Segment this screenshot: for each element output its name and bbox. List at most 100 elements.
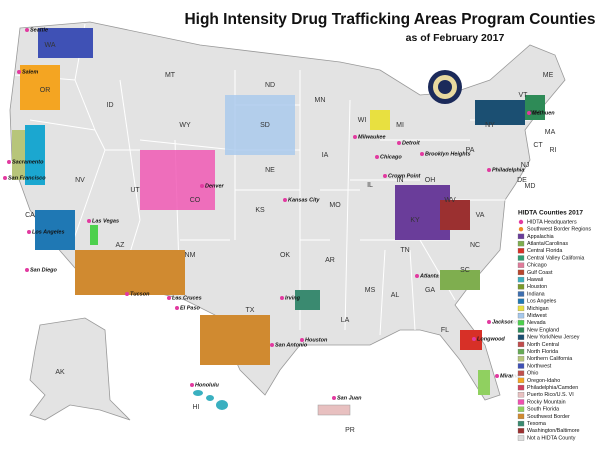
city-marker: [415, 274, 419, 278]
legend-box: [513, 205, 598, 445]
legend-label: Puerto Rico/U.S. VI: [527, 392, 574, 398]
alaska: [29, 317, 131, 421]
state-label: IA: [322, 152, 329, 159]
legend-swatch: [517, 320, 525, 326]
state-label: PA: [466, 147, 475, 154]
state-label: AZ: [116, 242, 126, 249]
legend-label: Washington/Baltimore: [527, 428, 580, 434]
city-label: Tucson: [130, 291, 150, 297]
state-label: IN: [397, 177, 404, 184]
legend-label: North Central: [527, 342, 559, 348]
state-label: MN: [315, 97, 326, 104]
state-label: TX: [246, 307, 255, 314]
state-label: WV: [444, 197, 456, 204]
city-label: Miramar: [500, 373, 522, 379]
legend-label: Hawaii: [527, 277, 543, 283]
city-marker: [420, 152, 424, 156]
state-label: ID: [107, 102, 114, 109]
legend-label: Northern California: [527, 356, 572, 362]
legend-swatch: [517, 370, 525, 376]
legend-label: Texoma: [527, 421, 546, 427]
legend-swatch: [517, 305, 525, 312]
legend-title: HIDTA Counties 2017: [518, 210, 583, 217]
city-marker: [353, 135, 357, 139]
state-label: MD: [525, 183, 536, 190]
legend-swatch: [517, 363, 525, 369]
base-map: [9, 21, 566, 421]
legend-swatch: [517, 255, 525, 261]
legend-label: Philadelphia/Camden: [527, 385, 578, 391]
legend-swatch: [517, 276, 525, 283]
city-marker: [175, 306, 179, 310]
city-marker: [397, 141, 401, 145]
legend-label: Oregon-Idaho: [527, 378, 560, 384]
state-label: SC: [460, 267, 470, 274]
legend-label: Northwest: [527, 363, 552, 369]
state-label: KS: [255, 207, 265, 214]
legend-label: North Florida: [527, 349, 558, 355]
legend-swatch: [517, 435, 525, 441]
city-marker: [190, 383, 194, 387]
legend-label: Central Valley California: [527, 255, 584, 261]
state-label: OK: [280, 252, 290, 259]
city-marker: [487, 320, 491, 324]
legend-swatch: [517, 377, 525, 384]
state-label: FL: [441, 327, 449, 334]
city-label: Irving: [285, 295, 301, 301]
state-label: WI: [358, 117, 367, 124]
legend-label: Indiana: [527, 291, 545, 297]
legend-label: Chicago: [527, 263, 547, 269]
city-marker: [7, 160, 11, 164]
city-marker: [200, 184, 204, 188]
legend-label: New York/New Jersey: [527, 335, 580, 341]
state-label: TN: [400, 247, 409, 254]
state-label: LA: [341, 317, 350, 324]
legend-swatch: [517, 298, 525, 304]
city-marker: [280, 296, 284, 300]
legend-label: Not a HIDTA County: [527, 435, 576, 441]
city-marker: [383, 174, 387, 178]
city-label: San Diego: [30, 267, 58, 273]
state-label: OR: [40, 87, 51, 94]
state-label: CA: [25, 212, 35, 219]
legend-label: New England: [527, 327, 559, 333]
city-label: Honolulu: [195, 382, 219, 388]
state-label: ND: [265, 82, 275, 89]
state-label: VT: [519, 92, 529, 99]
city-label: San Juan: [337, 395, 362, 401]
legend-label: Central Florida: [527, 248, 562, 254]
city-marker: [27, 230, 31, 234]
city-label: Longwood: [477, 336, 505, 342]
legend-swatch: [517, 233, 525, 240]
city-marker: [495, 374, 499, 378]
state-label: ME: [543, 72, 554, 79]
legend-label: Appalachia: [527, 234, 554, 240]
legend-label: Nevada: [527, 320, 546, 326]
legend: HIDTA Counties 2017 HIDTA Headquarters So…: [513, 205, 598, 445]
legend-swatch: [517, 269, 525, 276]
state-label: OH: [425, 177, 436, 184]
puerto-rico: [317, 404, 351, 416]
legend-swatch: [517, 284, 525, 290]
city-label: El Paso: [180, 305, 201, 311]
legend-swatch: [517, 406, 525, 412]
state-label: GA: [425, 287, 435, 294]
city-marker: [167, 296, 171, 300]
state-label: MT: [165, 72, 176, 79]
city-label: Brooklyn Heights: [425, 151, 471, 157]
city-label: Crown Point: [388, 173, 422, 179]
state-label: MA: [545, 129, 556, 136]
legend-marker: [518, 227, 524, 232]
legend-swatch: [517, 420, 525, 427]
state-label: NJ: [521, 162, 530, 169]
city-label: Kansas City: [288, 197, 320, 203]
legend-swatch: [517, 399, 525, 405]
state-label: NH: [530, 110, 540, 117]
state-label: MO: [329, 202, 341, 209]
city-label: Chicago: [380, 154, 402, 160]
legend-swatch: [517, 356, 525, 362]
legend-swatch: [517, 348, 525, 355]
city-label: Salem: [22, 69, 38, 75]
city-label: Las Cruces: [172, 295, 202, 301]
hawaii: [193, 390, 228, 410]
